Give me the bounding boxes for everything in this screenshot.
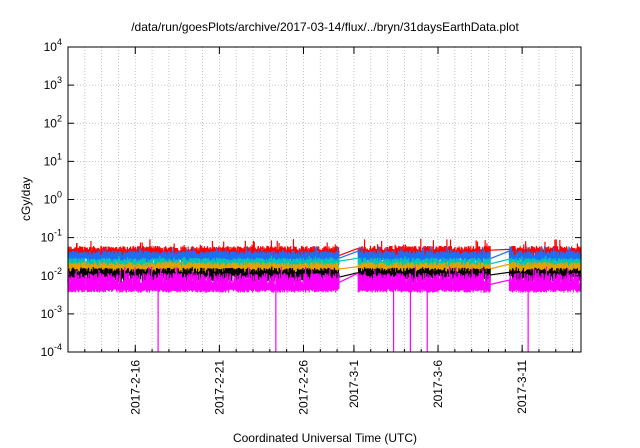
y-axis-label: cGy/day xyxy=(19,177,33,221)
x-tick-label: 2017-3-6 xyxy=(431,360,445,408)
x-tick-label: 2017-2-21 xyxy=(212,360,226,415)
x-axis-label: Coordinated Universal Time (UTC) xyxy=(233,431,417,445)
y-tick-label: 10-3 xyxy=(41,304,62,321)
plot-frame xyxy=(67,46,582,353)
y-tick-label: 100 xyxy=(44,190,62,207)
grid xyxy=(68,47,581,352)
x-axis: 2017-2-16 2017-2-21 2017-2-26 2017-3-1 2017-… xyxy=(84,47,574,415)
plot-area xyxy=(67,238,582,352)
x-tick-label: 2017-2-16 xyxy=(128,360,142,415)
y-tick-label: 101 xyxy=(44,151,62,168)
y-tick-label: 103 xyxy=(44,75,62,92)
x-tick-label: 2017-2-26 xyxy=(296,360,310,415)
y-tick-label: 10-4 xyxy=(41,342,62,359)
y-tick-label: 10-2 xyxy=(41,266,62,283)
y-tick-label: 104 xyxy=(44,37,62,54)
chart-title: /data/run/goesPlots/archive/2017-03-14/f… xyxy=(131,20,519,34)
y-axis: 10-4 10-3 10-2 10-1 100 101 102 103 104 xyxy=(41,37,581,359)
x-tick-label: 2017-3-11 xyxy=(515,360,529,414)
y-tick-label: 10-1 xyxy=(41,228,62,245)
y-tick-label: 102 xyxy=(44,113,62,130)
x-tick-label: 2017-3-1 xyxy=(347,360,361,408)
